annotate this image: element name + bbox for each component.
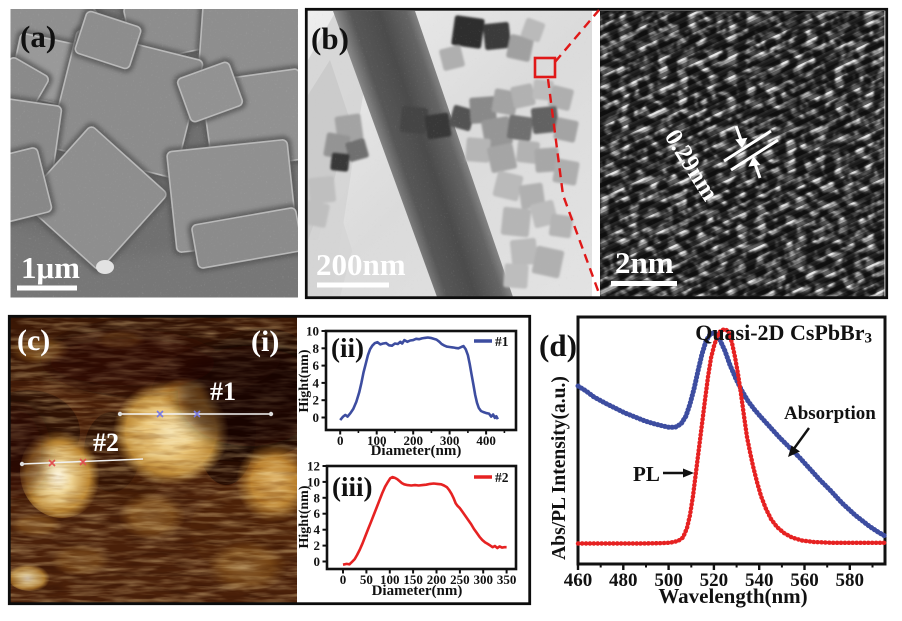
svg-text:PL: PL	[633, 462, 660, 486]
svg-text:Diameter(nm): Diameter(nm)	[372, 583, 463, 599]
svg-text:2nm: 2nm	[615, 245, 674, 280]
svg-text:300: 300	[440, 433, 460, 448]
svg-text:Quasi-2D CsPbBr3: Quasi-2D CsPbBr3	[695, 320, 872, 347]
svg-text:0: 0	[340, 572, 347, 587]
svg-text:460: 460	[564, 570, 593, 591]
svg-text:350: 350	[497, 572, 517, 587]
svg-text:10: 10	[307, 474, 320, 489]
svg-text:12: 12	[307, 459, 320, 474]
svg-text:400: 400	[476, 433, 496, 448]
svg-text:10: 10	[306, 324, 319, 339]
svg-text:#2: #2	[495, 470, 509, 485]
svg-text:200: 200	[427, 572, 447, 587]
svg-text:Hight(nm): Hight(nm)	[297, 349, 312, 412]
svg-text:560: 560	[790, 570, 819, 591]
svg-text:200: 200	[403, 433, 423, 448]
svg-text:4: 4	[313, 375, 320, 390]
svg-text:8: 8	[313, 341, 320, 356]
svg-text:6: 6	[314, 506, 321, 521]
svg-text:1μm: 1μm	[21, 250, 80, 285]
svg-text:Diameter(nm): Diameter(nm)	[371, 443, 462, 459]
svg-text:Abs/PL Intensity(a.u.): Abs/PL Intensity(a.u.)	[549, 376, 570, 560]
svg-text:540: 540	[745, 570, 774, 591]
svg-text:50: 50	[360, 572, 373, 587]
svg-text:2: 2	[314, 538, 321, 553]
svg-text:#1: #1	[495, 334, 509, 349]
svg-text:0: 0	[314, 554, 321, 569]
svg-text:#2: #2	[93, 428, 119, 457]
svg-text:6: 6	[313, 358, 320, 373]
svg-text:(a): (a)	[20, 19, 56, 54]
svg-text:2: 2	[313, 393, 320, 408]
svg-text:(ii): (ii)	[331, 333, 364, 363]
svg-text:Wavelength(nm): Wavelength(nm)	[658, 584, 807, 608]
svg-text:4: 4	[314, 522, 321, 537]
svg-text:250: 250	[450, 572, 470, 587]
svg-text:(i): (i)	[251, 325, 279, 358]
svg-text:520: 520	[700, 570, 729, 591]
svg-text:0: 0	[313, 410, 320, 425]
svg-text:0: 0	[337, 433, 344, 448]
svg-text:480: 480	[609, 570, 638, 591]
svg-text:#1: #1	[210, 377, 236, 406]
svg-text:100: 100	[367, 433, 387, 448]
svg-text:Hight(nm): Hight(nm)	[297, 485, 312, 548]
svg-text:(iii): (iii)	[332, 472, 373, 502]
svg-text:8: 8	[314, 490, 321, 505]
svg-text:(b): (b)	[311, 21, 349, 56]
svg-text:(d): (d)	[539, 328, 577, 363]
svg-text:580: 580	[836, 570, 865, 591]
svg-text:100: 100	[380, 572, 400, 587]
svg-text:(c): (c)	[17, 324, 50, 357]
svg-text:150: 150	[403, 572, 423, 587]
svg-text:200nm: 200nm	[316, 247, 406, 282]
svg-text:Absorption: Absorption	[784, 403, 876, 424]
svg-text:300: 300	[473, 572, 493, 587]
svg-text:500: 500	[654, 570, 683, 591]
